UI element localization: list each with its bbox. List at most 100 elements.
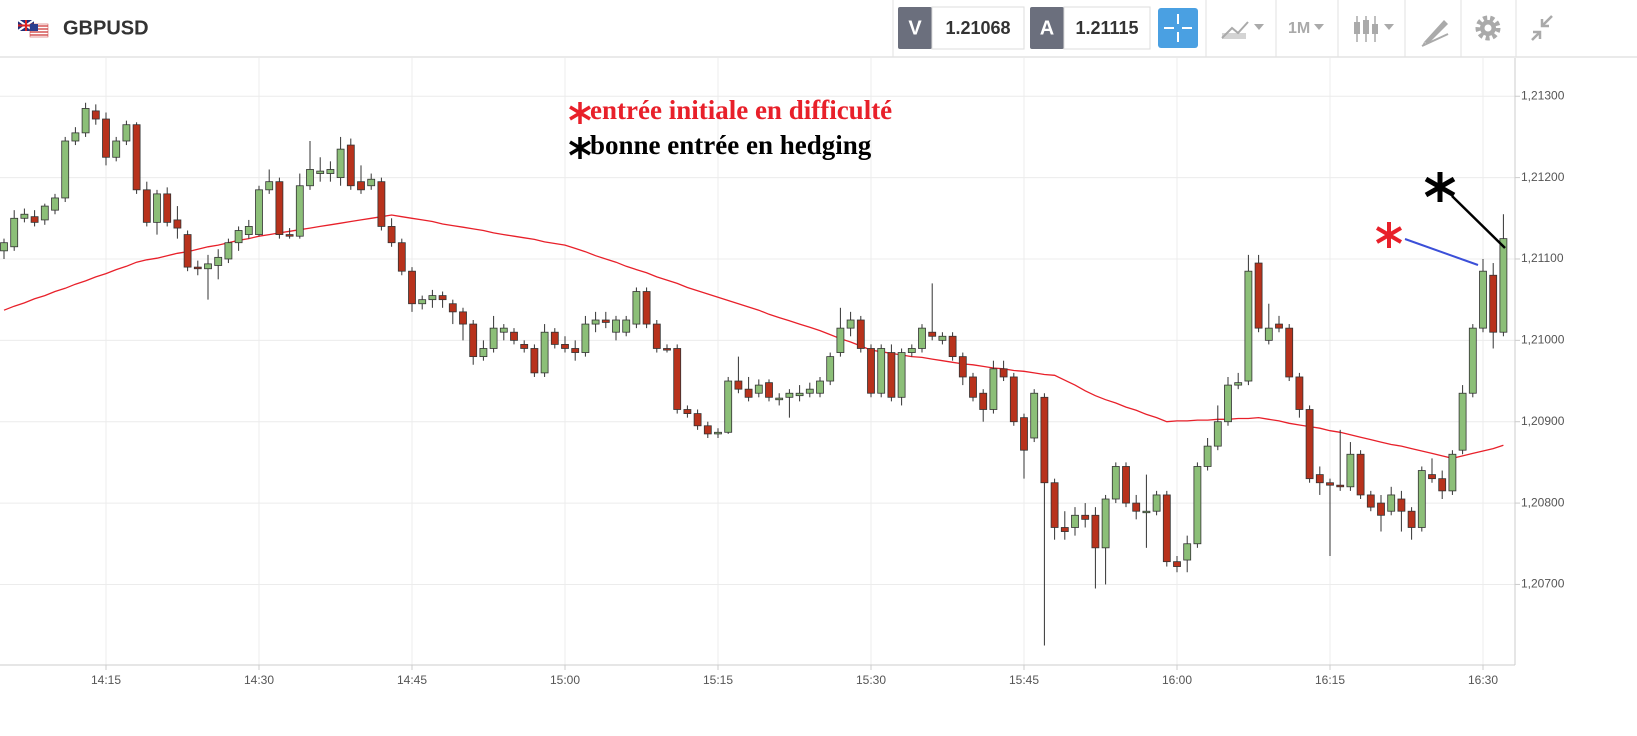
candle-body bbox=[989, 368, 998, 410]
candle-body bbox=[1162, 494, 1171, 563]
draw-button[interactable] bbox=[1421, 20, 1449, 47]
candle bbox=[714, 428, 722, 438]
candle bbox=[550, 328, 559, 349]
candles-button[interactable] bbox=[1354, 16, 1394, 42]
drawn-line bbox=[1451, 195, 1506, 249]
candle-body bbox=[601, 319, 610, 323]
y-tick-label: 1,20900 bbox=[1521, 414, 1565, 428]
candle-body bbox=[163, 193, 172, 223]
candle bbox=[1468, 324, 1477, 398]
candle-body bbox=[387, 226, 396, 244]
chart-type-button[interactable] bbox=[1221, 21, 1264, 39]
candle bbox=[132, 122, 141, 194]
candle-body bbox=[724, 380, 733, 433]
candle bbox=[1499, 214, 1508, 337]
candle-body bbox=[1458, 392, 1467, 451]
candle bbox=[1203, 437, 1212, 471]
candle-body bbox=[183, 234, 192, 268]
candle bbox=[540, 324, 549, 377]
candle bbox=[1458, 385, 1467, 455]
candle-body bbox=[1479, 270, 1487, 329]
candle bbox=[295, 173, 304, 239]
candle bbox=[816, 376, 824, 398]
candle bbox=[122, 120, 131, 146]
candle-body bbox=[1366, 494, 1375, 508]
grid bbox=[0, 58, 1515, 665]
candle bbox=[1030, 389, 1039, 443]
candle-body bbox=[1326, 482, 1334, 486]
annotations: entrée initiale en difficulté bonne entr… bbox=[569, 95, 1506, 266]
bid-price[interactable]: 1.21068 bbox=[945, 18, 1010, 38]
x-tick-label: 14:30 bbox=[244, 673, 274, 687]
candle bbox=[499, 324, 508, 341]
collapse-button[interactable] bbox=[1531, 15, 1553, 41]
candle-body bbox=[765, 382, 773, 398]
candle bbox=[1122, 462, 1130, 508]
crosshair-button[interactable] bbox=[1158, 8, 1198, 48]
candle-body bbox=[744, 388, 753, 398]
symbol[interactable]: GBPUSD bbox=[63, 17, 149, 39]
candle bbox=[1326, 478, 1334, 556]
candle bbox=[336, 136, 345, 186]
candle-body bbox=[1020, 417, 1028, 451]
candle-body bbox=[938, 335, 947, 341]
candle bbox=[979, 389, 988, 422]
candle-body bbox=[1264, 327, 1273, 341]
candle-body bbox=[367, 178, 376, 187]
candle-body bbox=[20, 213, 29, 219]
candle bbox=[275, 177, 284, 239]
candle-body bbox=[1346, 453, 1355, 488]
candle-body bbox=[1183, 543, 1192, 561]
ask-box bbox=[1063, 6, 1151, 50]
candle-body bbox=[1377, 502, 1385, 516]
candle bbox=[632, 287, 641, 329]
candle-body bbox=[887, 352, 896, 398]
candle bbox=[1366, 490, 1375, 512]
candle-body bbox=[1152, 494, 1161, 512]
y-tick-label: 1,21100 bbox=[1521, 251, 1564, 265]
candle-body bbox=[122, 124, 131, 142]
candle bbox=[81, 102, 90, 137]
candle bbox=[448, 299, 457, 325]
candle-body bbox=[683, 409, 692, 414]
candle-body bbox=[1122, 466, 1130, 504]
candle-body bbox=[1448, 453, 1457, 492]
candle-body bbox=[1387, 494, 1396, 512]
candle-body bbox=[469, 323, 478, 358]
candle bbox=[938, 332, 947, 345]
candle-body bbox=[795, 392, 804, 397]
y-tick-label: 1,21200 bbox=[1521, 170, 1565, 184]
candle-body bbox=[948, 335, 957, 358]
candle bbox=[1071, 507, 1079, 536]
candle bbox=[479, 340, 488, 361]
candle bbox=[255, 185, 263, 237]
drawn-asterisk bbox=[569, 137, 591, 159]
candle bbox=[1101, 494, 1110, 585]
candle-body bbox=[408, 270, 416, 305]
candle bbox=[836, 307, 845, 357]
ask-price[interactable]: 1.21115 bbox=[1075, 18, 1138, 38]
candle bbox=[418, 295, 427, 310]
annotation-text: bonne entrée en hedging bbox=[590, 130, 872, 160]
candle-body bbox=[1060, 527, 1069, 532]
candle bbox=[510, 328, 518, 345]
candle-body bbox=[1356, 453, 1365, 496]
annotation-text: entrée initiale en difficulté bbox=[590, 95, 892, 125]
candle-body bbox=[550, 331, 559, 345]
candle-body bbox=[295, 185, 304, 237]
flag-icon bbox=[17, 19, 49, 38]
candle bbox=[1152, 490, 1161, 516]
candle bbox=[1111, 462, 1120, 504]
candle bbox=[1142, 474, 1151, 548]
candle-body bbox=[10, 217, 19, 248]
ask-tag[interactable]: A bbox=[1040, 17, 1054, 39]
timeframe-button[interactable]: 1M bbox=[1288, 20, 1310, 37]
drawn-asterisk bbox=[569, 102, 591, 124]
candle-body bbox=[1285, 327, 1294, 378]
candle-body bbox=[612, 319, 620, 333]
candle bbox=[1275, 315, 1283, 333]
bid-tag[interactable]: V bbox=[908, 17, 922, 39]
candle bbox=[306, 140, 314, 190]
candle-body bbox=[805, 388, 814, 394]
settings-button[interactable] bbox=[1475, 15, 1501, 41]
